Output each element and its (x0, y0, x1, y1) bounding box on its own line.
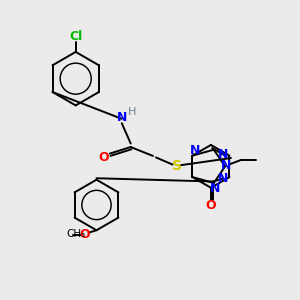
Text: CH₃: CH₃ (67, 230, 86, 239)
Text: Cl: Cl (69, 30, 82, 43)
Text: H: H (128, 107, 136, 117)
Text: N: N (190, 144, 200, 157)
Text: N: N (221, 159, 231, 172)
Text: O: O (98, 151, 109, 164)
Text: N: N (117, 111, 128, 124)
Text: O: O (206, 199, 216, 212)
Text: O: O (79, 228, 90, 241)
Text: N: N (218, 148, 229, 161)
Text: N: N (210, 182, 220, 195)
Text: S: S (172, 159, 182, 173)
Text: N: N (218, 172, 229, 185)
